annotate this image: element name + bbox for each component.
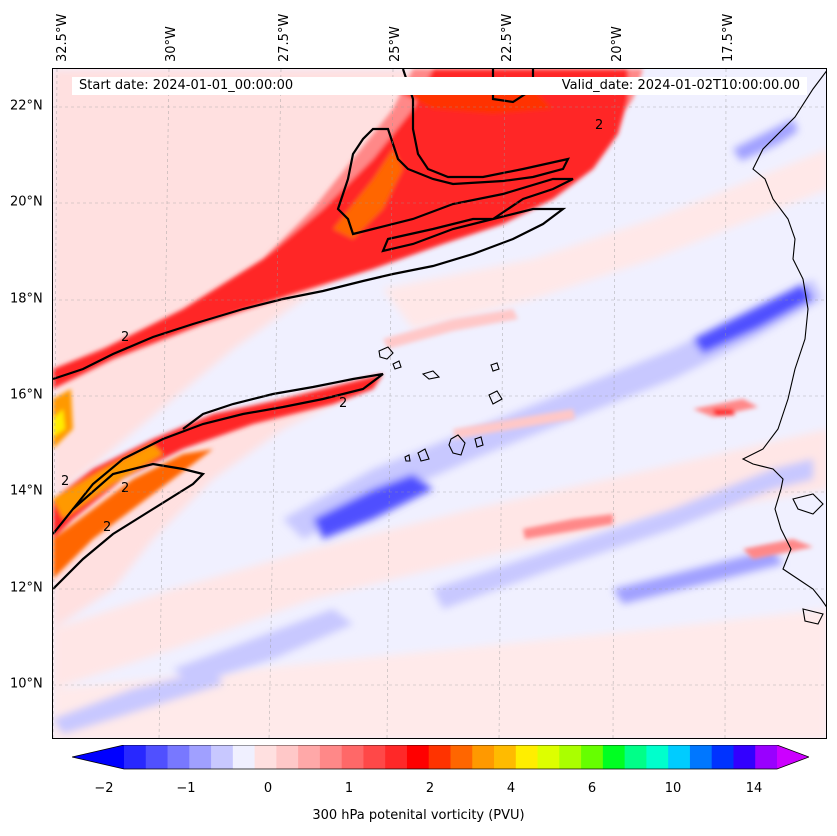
colorbar-swatch bbox=[494, 745, 517, 769]
colorbar-swatch bbox=[385, 745, 408, 769]
colorbar bbox=[72, 745, 809, 770]
colorbar-swatch bbox=[581, 745, 604, 769]
lat-label: 14°N bbox=[10, 483, 43, 499]
africa-coast bbox=[741, 70, 826, 608]
colorbar-swatch bbox=[624, 745, 647, 769]
colorbar-tick-label: −1 bbox=[176, 781, 196, 796]
island bbox=[421, 370, 441, 380]
island bbox=[404, 454, 411, 462]
colorbar-tick-label: 1 bbox=[344, 781, 354, 796]
colorbar-tick-label: 2 bbox=[425, 781, 435, 796]
colorbar-swatch bbox=[319, 745, 343, 769]
colorbar-tick-label: −2 bbox=[94, 781, 114, 796]
colorbar-swatch bbox=[711, 745, 735, 769]
pv-contour-north bbox=[53, 69, 574, 381]
pv-contour-south-a bbox=[53, 462, 206, 590]
colorbar-swatch bbox=[755, 745, 778, 769]
colorbar-swatch bbox=[428, 745, 452, 769]
colorbar-min-arrow bbox=[72, 745, 124, 769]
colorbar-swatch bbox=[472, 745, 495, 769]
colorbar-swatch bbox=[298, 745, 321, 769]
island bbox=[392, 360, 402, 370]
colorbar-swatch bbox=[515, 745, 539, 769]
colorbar-swatch bbox=[602, 745, 626, 769]
contour-label: 2 bbox=[61, 474, 69, 489]
lat-label: 20°N bbox=[10, 194, 43, 210]
colorbar-swatch bbox=[689, 745, 713, 769]
island bbox=[448, 434, 466, 456]
colorbar-tick-label: 6 bbox=[587, 781, 597, 796]
lon-label: 17.5°W bbox=[721, 13, 736, 62]
colorbar-outline bbox=[72, 745, 809, 770]
colorbar-swatch bbox=[668, 745, 691, 769]
graticule bbox=[53, 69, 826, 738]
coastline bbox=[741, 70, 826, 625]
island bbox=[490, 362, 500, 372]
colorbar-tick-label: 10 bbox=[664, 781, 682, 796]
colorbar-swatch bbox=[276, 745, 299, 769]
colorbar-swatch bbox=[124, 745, 147, 769]
island bbox=[378, 346, 394, 360]
coast-detail bbox=[802, 608, 824, 625]
contour-label: 2 bbox=[103, 520, 111, 535]
contour-label: 2 bbox=[339, 396, 347, 411]
lat-label: 16°N bbox=[10, 387, 43, 403]
colorbar-tick-label: 4 bbox=[506, 781, 516, 796]
colorbar-swatch bbox=[646, 745, 669, 769]
contour-label: 2 bbox=[121, 481, 129, 496]
lon-label: 27.5°W bbox=[277, 13, 292, 62]
colorbar-swatch bbox=[211, 745, 234, 769]
colorbar-swatch bbox=[559, 745, 582, 769]
colorbar-max-arrow bbox=[777, 745, 809, 769]
contour-labels: 2 2 2 2 2 2 bbox=[61, 118, 603, 535]
coast-detail bbox=[792, 493, 824, 515]
colorbar-swatch bbox=[733, 745, 756, 769]
pv-contour-south-b bbox=[72, 372, 384, 510]
colorbar-swatch bbox=[232, 745, 256, 769]
island bbox=[488, 390, 503, 405]
colorbar-swatch bbox=[167, 745, 190, 769]
lon-label: 25°W bbox=[388, 26, 403, 62]
cape-verde-islands bbox=[378, 346, 503, 462]
lat-label: 12°N bbox=[10, 580, 43, 596]
lat-label: 10°N bbox=[10, 676, 43, 692]
lat-label: 22°N bbox=[10, 98, 43, 114]
colorbar-tick-label: 0 bbox=[263, 781, 273, 796]
island bbox=[474, 436, 484, 448]
colorbar-tick-label: 14 bbox=[745, 781, 763, 796]
contour-label: 2 bbox=[121, 330, 129, 345]
colorbar-title: 300 hPa potenital vorticity (PVU) bbox=[312, 808, 525, 823]
lon-label: 32.5°W bbox=[55, 13, 70, 62]
pv-streaks bbox=[383, 309, 813, 559]
lat-label: 18°N bbox=[10, 291, 43, 307]
lon-label: 30°W bbox=[164, 26, 179, 62]
colorbar-swatch bbox=[450, 745, 473, 769]
colorbar-swatch bbox=[363, 745, 386, 769]
colorbar-swatch bbox=[145, 745, 169, 769]
map-panel[interactable]: 2 2 2 2 2 2 bbox=[52, 68, 827, 739]
colorbar-swatch bbox=[406, 745, 430, 769]
colorbar-swatch bbox=[189, 745, 212, 769]
date-info-bar: Start date: 2024-01-01_00:00:00 Valid_da… bbox=[72, 77, 807, 95]
lon-label: 22.5°W bbox=[500, 13, 515, 62]
colorbar-swatch bbox=[537, 745, 560, 769]
lon-label: 20°W bbox=[610, 26, 625, 62]
contour-label: 2 bbox=[595, 118, 603, 133]
valid-date-label: Valid_date: 2024-01-02T10:00:00.00 bbox=[561, 78, 800, 93]
pv-field-map: 2 2 2 2 2 2 bbox=[53, 69, 826, 738]
island bbox=[417, 448, 430, 462]
colorbar-swatch bbox=[341, 745, 365, 769]
colorbar-swatch bbox=[254, 745, 277, 769]
start-date-label: Start date: 2024-01-01_00:00:00 bbox=[79, 78, 294, 93]
